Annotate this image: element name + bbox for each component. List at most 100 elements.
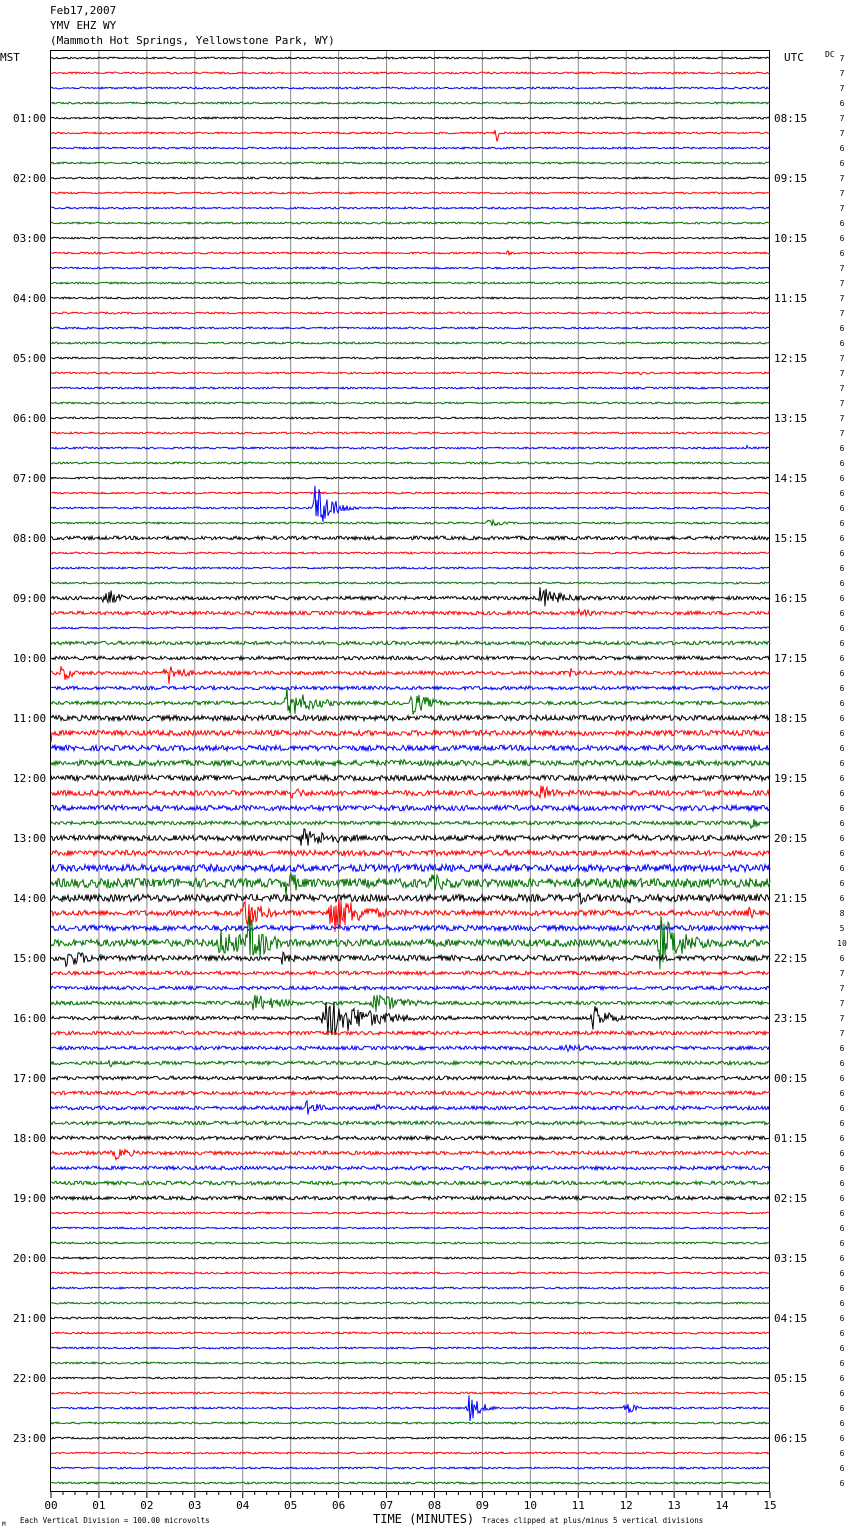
dc-offset-value: 7	[840, 354, 845, 363]
plot-frame	[50, 50, 770, 1492]
dc-offset-value: 6	[840, 1224, 845, 1233]
trace-50	[50, 785, 771, 800]
right-hour-label: 06:15	[774, 1432, 807, 1445]
trace-28	[50, 461, 771, 465]
trace-95	[50, 1466, 771, 1470]
trace-18	[51, 311, 771, 315]
trace-53	[50, 828, 771, 846]
dc-offset-value: 6	[840, 1074, 845, 1083]
left-hour-label: 08:00	[13, 532, 46, 545]
dc-offset-value: 6	[840, 1344, 845, 1353]
trace-15	[50, 266, 771, 270]
dc-offset-value: 6	[840, 1419, 845, 1428]
dc-offset-value: 6	[840, 324, 845, 333]
trace-70	[50, 1089, 771, 1097]
dc-offset-value: 6	[840, 759, 845, 768]
trace-14	[50, 249, 771, 257]
dc-offset-value: 6	[840, 1329, 845, 1338]
left-hour-label: 09:00	[13, 592, 46, 605]
dc-offset-labels: 7 7 7 6 7 7 6 6 7 7 7 6 6 6 7 7 7 7 6 6 7 7 7 7 7 7 6 6 6 6 6 6 6 6 6 6 6 6 6 6…	[837, 54, 847, 1488]
trace-35	[50, 566, 771, 570]
dc-offset-value: 7	[840, 309, 845, 318]
dc-offset-value: 7	[840, 999, 845, 1008]
x-tick-label: 06	[332, 1499, 345, 1512]
trace-69	[50, 1074, 771, 1082]
trace-group	[50, 56, 771, 1485]
right-hour-label: 13:15	[774, 412, 807, 425]
left-hour-label: 06:00	[13, 412, 46, 425]
dc-offset-value: 6	[840, 1164, 845, 1173]
dc-offset-value: 10	[837, 939, 847, 948]
trace-2	[50, 71, 771, 75]
dc-offset-value: 7	[840, 84, 845, 93]
trace-12	[50, 221, 771, 225]
dc-offset-value: 7	[840, 114, 845, 123]
trace-37	[50, 587, 771, 607]
dc-offset-value: 7	[840, 384, 845, 393]
trace-57	[50, 892, 771, 906]
dc-offset-value: 6	[840, 234, 845, 243]
trace-86	[50, 1331, 771, 1335]
trace-31	[50, 485, 771, 522]
trace-42	[50, 666, 771, 684]
dc-offset-value: 7	[840, 204, 845, 213]
right-hour-label: 05:15	[774, 1372, 807, 1385]
trace-78	[50, 1211, 771, 1215]
dc-offset-value: 6	[840, 1284, 845, 1293]
dc-offset-value: 6	[840, 159, 845, 168]
trace-9	[50, 176, 771, 180]
trace-91	[50, 1395, 771, 1422]
trace-77	[50, 1194, 771, 1202]
dc-offset-value: 6	[840, 654, 845, 663]
trace-71	[50, 1099, 771, 1115]
trace-81	[50, 1256, 771, 1260]
trace-40	[50, 639, 771, 647]
right-hour-label: 23:15	[774, 1012, 807, 1025]
dc-offset-value: 6	[840, 1449, 845, 1458]
dc-offset-value: 6	[840, 894, 845, 903]
dc-offset-value: 6	[840, 714, 845, 723]
trace-11	[50, 206, 771, 210]
trace-94	[50, 1451, 771, 1455]
right-hour-labels: 08:15 09:15 10:15 11:15 12:15 13:15 14:15 15:15…	[774, 112, 807, 1445]
trace-55	[50, 862, 771, 874]
right-hour-label: 20:15	[774, 832, 807, 845]
dc-offset-value: 6	[840, 1104, 845, 1113]
trace-26	[50, 431, 771, 435]
dc-offset-value: 6	[840, 1389, 845, 1398]
dc-label: DC	[825, 50, 835, 59]
left-hour-label: 19:00	[13, 1192, 46, 1205]
dc-offset-value: 6	[840, 474, 845, 483]
dc-offset-value: 6	[840, 1464, 845, 1473]
left-hour-label: 22:00	[13, 1372, 46, 1385]
trace-66	[50, 1029, 771, 1037]
trace-92	[50, 1421, 771, 1425]
dc-offset-value: 6	[840, 519, 845, 528]
x-tick-label: 15	[763, 1499, 776, 1512]
scale-note: Each Vertical Division = 100.00 microvol…	[20, 1516, 210, 1525]
right-hour-label: 09:15	[774, 172, 807, 185]
trace-62	[50, 969, 771, 977]
trace-84	[50, 1301, 770, 1305]
x-tick-label: 07	[380, 1499, 393, 1512]
dc-offset-value: 6	[840, 849, 845, 858]
dc-offset-value: 6	[840, 1239, 845, 1248]
trace-88	[50, 1361, 770, 1365]
trace-89	[50, 1376, 771, 1380]
trace-6	[50, 129, 771, 142]
dc-offset-value: 7	[840, 984, 845, 993]
trace-22	[50, 371, 771, 376]
trace-87	[50, 1346, 771, 1350]
trace-79	[50, 1226, 771, 1230]
x-tick-label: 14	[715, 1499, 729, 1512]
dc-offset-value: 7	[840, 189, 845, 198]
right-hour-label: 02:15	[774, 1192, 807, 1205]
dc-offset-value: 6	[840, 1119, 845, 1128]
plot-date: Feb17,2007	[50, 4, 117, 17]
trace-24	[50, 401, 771, 405]
right-hour-label: 19:15	[774, 772, 807, 785]
dc-offset-value: 7	[840, 414, 845, 423]
trace-76	[50, 1179, 771, 1187]
trace-3	[50, 86, 771, 90]
